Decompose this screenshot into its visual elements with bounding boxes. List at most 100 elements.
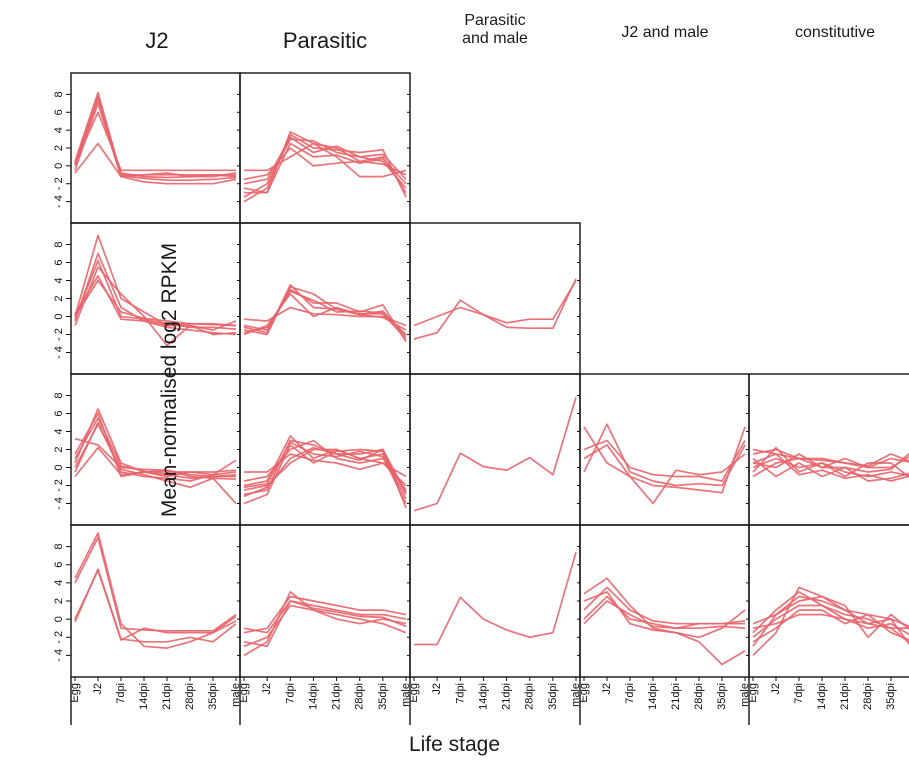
series-line-r2-c4-3	[752, 457, 909, 482]
series-line-r0-c0-2	[74, 102, 237, 178]
x-tick-label: 14dpi	[307, 683, 319, 710]
x-tick-label: Egg	[578, 683, 590, 703]
series-line-r2-c0-1	[74, 408, 237, 478]
series-line-r2-c3-2	[583, 439, 746, 482]
series-line-r2-c1-0	[243, 435, 407, 500]
series-line-r1-c1-5	[243, 284, 407, 337]
x-tick-label: 14dpi	[816, 683, 828, 710]
x-tick-label: 21dpi	[331, 683, 343, 710]
series-line-r2-c4-5	[752, 448, 909, 469]
series-line-r3-c2-0	[414, 551, 577, 646]
series-line-r2-c4-0	[752, 448, 909, 467]
series-line-r1-c1-3	[243, 306, 407, 327]
x-tick-label: male	[739, 683, 751, 707]
y-tick-label: 4	[53, 428, 65, 434]
x-tick-label: 7dpi	[115, 683, 127, 704]
x-tick-label: 21dpi	[501, 683, 513, 710]
x-tick-label: 14dpi	[477, 683, 489, 710]
x-tick-label: 35dpi	[885, 683, 897, 710]
column-title-parasitic: Parasitic	[282, 28, 368, 53]
y-tick-label: - 4	[53, 497, 65, 510]
series-line-r3-c4-4	[752, 595, 909, 647]
y-tick-label: 8	[53, 241, 65, 247]
x-tick-label: J2	[601, 683, 613, 695]
series-line-r3-c1-1	[243, 600, 407, 648]
series-line-r3-c3-1	[583, 595, 746, 630]
y-tick-label: 2	[53, 446, 65, 452]
y-axis-label: Mean-normalised log2 RPKM	[158, 242, 181, 518]
x-tick-label: male	[230, 683, 242, 707]
panel-frame-r1-c0	[70, 222, 241, 375]
series-line-r3-c3-4	[583, 586, 746, 625]
series-line-r3-c3-2	[583, 591, 746, 639]
x-tick-label: 28dpi	[524, 683, 536, 710]
series-line-r0-c0-3	[74, 111, 236, 172]
series-line-r0-c0-4	[74, 142, 237, 185]
x-tick-label: 35dpi	[547, 683, 559, 710]
x-tick-label: J2	[261, 683, 273, 695]
column-title-j2: J2	[145, 28, 169, 53]
series-line-r1-c1-4	[243, 290, 407, 336]
panel-frame-r3-c3	[579, 524, 750, 678]
x-tick-label: 28dpi	[693, 683, 705, 710]
x-tick-label: 28dpi	[354, 683, 366, 710]
x-tick-label: Egg	[747, 683, 759, 703]
y-tick-label: - 4	[53, 649, 65, 662]
x-tick-label: 35dpi	[716, 683, 728, 710]
y-tick-label: - 4	[53, 195, 65, 208]
y-tick-label: 6	[53, 410, 65, 416]
series-line-r1-c0-3	[74, 275, 237, 331]
x-tick-label: 7dpi	[454, 683, 466, 704]
series-line-r3-c1-0	[243, 591, 407, 657]
y-tick-label: 8	[53, 544, 65, 550]
series-line-r3-c1-2	[243, 595, 407, 634]
series-line-r2-c4-7	[752, 453, 909, 482]
panel-frame-r2-c3	[579, 373, 750, 526]
panel-frame-r3-c0	[70, 524, 241, 678]
y-tick-label: - 2	[53, 631, 65, 644]
series-line-r3-c1-4	[243, 600, 407, 634]
panel-frame-r3-c4	[748, 524, 909, 678]
series-line-r2-c0-6	[74, 417, 236, 480]
x-tick-label: 28dpi	[184, 683, 196, 710]
y-tick-label: - 4	[53, 346, 65, 359]
series-line-r0-c1-4	[243, 147, 407, 181]
series-line-r2-c4-6	[752, 452, 909, 478]
y-tick-label: - 2	[53, 328, 65, 341]
series-line-r0-c0-1	[74, 98, 237, 179]
y-tick-label: 6	[53, 109, 65, 115]
series-line-r3-c0-3	[74, 569, 237, 641]
y-tick-label: 6	[53, 562, 65, 568]
x-tick-label: 7dpi	[793, 683, 805, 704]
x-tick-label: 28dpi	[862, 683, 874, 710]
x-tick-label: 7dpi	[284, 683, 296, 704]
series-line-r2-c2-0	[413, 397, 577, 512]
x-tick-label: 21dpi	[670, 683, 682, 710]
y-tick-label: 0	[53, 313, 65, 319]
series-line-r2-c1-5	[244, 453, 407, 478]
series-line-r2-c0-5	[74, 423, 237, 489]
x-tick-label: Egg	[408, 683, 420, 703]
column-title-constitutive: constitutive	[794, 24, 876, 41]
series-line-r0-c1-2	[243, 142, 407, 194]
series-line-r0-c0-5	[74, 95, 237, 182]
y-tick-label: 8	[53, 91, 65, 97]
y-tick-label: 4	[53, 580, 65, 586]
series-line-r3-c4-6	[752, 609, 909, 643]
x-tick-label: 7dpi	[624, 683, 636, 704]
series-line-r3-c0-0	[74, 536, 237, 632]
series-line-r0-c1-6	[243, 136, 407, 185]
y-tick-label: 2	[53, 295, 65, 301]
series-line-r2-c4-4	[752, 457, 909, 479]
series-line-r3-c1-3	[243, 604, 407, 648]
x-tick-label: 21dpi	[161, 683, 173, 710]
x-tick-label: 14dpi	[138, 683, 150, 710]
x-axis-label: Life stage	[408, 733, 501, 756]
y-tick-label: - 2	[53, 177, 65, 190]
series-line-r2-c4-2	[752, 453, 909, 469]
y-tick-label: 0	[53, 616, 65, 622]
x-tick-label: Egg	[69, 683, 81, 703]
x-tick-label: J2	[431, 683, 443, 695]
column-title-j2-and-male: J2 and male	[621, 24, 709, 41]
x-tick-label: 21dpi	[839, 683, 851, 710]
